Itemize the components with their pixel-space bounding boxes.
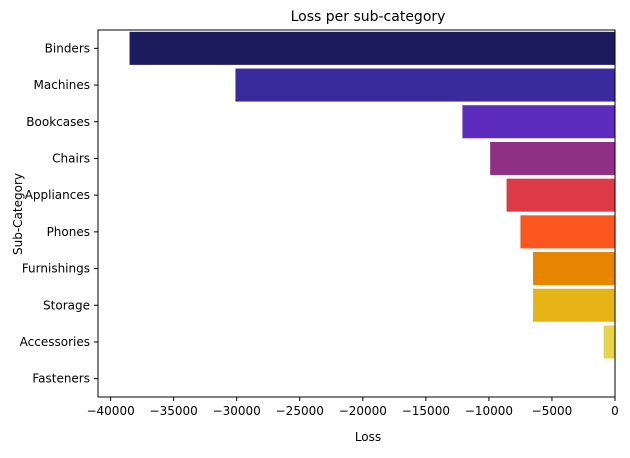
- y-axis-ticks: Binders Machines Bookcases Chairs Appliances…: [20, 41, 98, 386]
- x-tick-label: −30000: [213, 404, 261, 418]
- y-tick-label: Accessories: [20, 335, 90, 349]
- x-tick-label: −15000: [402, 404, 450, 418]
- x-axis-ticks: −40000 −35000 −30000 −25000 −20000 −15000 −100…: [86, 397, 619, 418]
- bar-appliances: [506, 178, 615, 212]
- y-axis-label: Sub-Category: [11, 173, 25, 255]
- bars-layer: [129, 31, 615, 359]
- y-tick-label: Appliances: [25, 188, 90, 202]
- y-tick-label: Binders: [45, 41, 90, 55]
- y-tick-label: Storage: [43, 298, 90, 312]
- y-tick-label: Bookcases: [26, 115, 90, 129]
- x-tick-label: −5000: [532, 404, 573, 418]
- bar-machines: [235, 68, 615, 102]
- bar-chairs: [490, 141, 615, 175]
- y-tick-label: Chairs: [52, 151, 90, 165]
- x-tick-label: −25000: [276, 404, 324, 418]
- bar-binders: [129, 31, 615, 65]
- bar-phones: [520, 215, 615, 249]
- y-tick-label: Phones: [47, 225, 90, 239]
- x-axis-label: Loss: [355, 430, 381, 444]
- x-tick-label: −10000: [465, 404, 513, 418]
- plot-frame: [97, 29, 616, 398]
- bar-bookcases: [462, 105, 615, 139]
- x-tick-label: −20000: [339, 404, 387, 418]
- bar-accessories: [603, 325, 615, 359]
- bar-furnishings: [533, 252, 615, 286]
- y-tick-label: Furnishings: [22, 262, 90, 276]
- x-tick-label: −35000: [150, 404, 198, 418]
- y-tick-label: Machines: [34, 78, 90, 92]
- y-tick-label: Fasteners: [32, 372, 90, 386]
- chart-title: Loss per sub-category: [291, 9, 446, 25]
- bar-storage: [533, 288, 615, 322]
- x-tick-label: −40000: [86, 404, 134, 418]
- x-tick-label: 0: [611, 404, 619, 418]
